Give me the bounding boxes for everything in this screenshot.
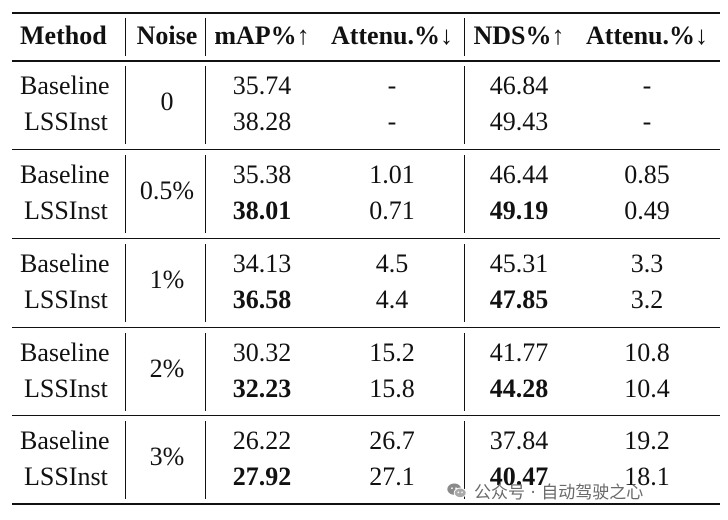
wechat-icon: [447, 482, 467, 498]
nds-value: 37.84: [489, 426, 549, 455]
group-rule: [12, 60, 720, 62]
nds-value: 49.43: [489, 107, 549, 136]
header-divider-2: [205, 18, 206, 56]
nds-value: 44.28: [489, 374, 549, 403]
map-value: 35.38: [232, 160, 292, 189]
method-name: LSSInst: [24, 196, 108, 225]
map-value: 32.23: [232, 374, 292, 403]
attenu-nds-value: 10.4: [624, 374, 670, 403]
attenu-nds-value: 0.85: [624, 160, 670, 189]
group-rule: [12, 327, 720, 328]
column-divider-3: [464, 421, 465, 499]
header-attenu-map: Attenu.%↓: [330, 21, 454, 50]
group-rule: [12, 149, 720, 150]
attenu-map-value: 15.8: [369, 374, 415, 403]
column-divider-2: [205, 244, 206, 322]
column-divider-1: [125, 333, 126, 411]
attenu-map-value: 4.5: [375, 249, 409, 278]
attenu-map-value: 4.4: [375, 285, 409, 314]
watermark-text: 公众号 · 自动驾驶之心: [474, 483, 644, 503]
group-rule: [12, 415, 720, 416]
column-divider-1: [125, 66, 126, 144]
header-divider-3: [464, 18, 465, 56]
attenu-nds-value: -: [642, 71, 652, 100]
method-name: Baseline: [20, 160, 110, 189]
attenu-map-value: 1.01: [369, 160, 415, 189]
nds-value: 46.44: [489, 160, 549, 189]
attenu-map-value: 26.7: [369, 426, 415, 455]
map-value: 35.74: [232, 71, 292, 100]
method-name: LSSInst: [24, 374, 108, 403]
attenu-map-value: 0.71: [369, 196, 415, 225]
attenu-map-value: -: [387, 107, 397, 136]
map-value: 36.58: [232, 285, 292, 314]
method-name: Baseline: [20, 338, 110, 367]
attenu-nds-value: 3.3: [630, 249, 664, 278]
watermark: 公众号 · 自动驾驶之心: [446, 478, 643, 503]
map-value: 27.92: [232, 462, 292, 491]
header-method: Method: [20, 21, 107, 50]
attenu-map-value: -: [387, 71, 397, 100]
column-divider-3: [464, 155, 465, 233]
column-divider-3: [464, 244, 465, 322]
noise-level: 2%: [149, 354, 185, 383]
noise-level: 0: [160, 87, 174, 116]
bottom-rule: [12, 503, 720, 505]
column-divider-3: [464, 66, 465, 144]
map-value: 38.01: [232, 196, 292, 225]
attenu-nds-value: 18.1: [624, 462, 670, 491]
nds-value: 46.84: [489, 71, 549, 100]
nds-value: 49.19: [489, 196, 549, 225]
attenu-nds-value: 19.2: [624, 426, 670, 455]
method-name: LSSInst: [24, 285, 108, 314]
map-value: 30.32: [232, 338, 292, 367]
noise-level: 1%: [149, 265, 185, 294]
noise-level: 0.5%: [139, 176, 195, 205]
attenu-nds-value: 3.2: [630, 285, 664, 314]
attenu-map-value: 27.1: [369, 462, 415, 491]
method-name: LSSInst: [24, 462, 108, 491]
method-name: LSSInst: [24, 107, 108, 136]
column-divider-1: [125, 421, 126, 499]
header-attenu-nds: Attenu.%↓: [585, 21, 709, 50]
attenu-nds-value: -: [642, 107, 652, 136]
header-noise: Noise: [136, 21, 198, 50]
method-name: Baseline: [20, 249, 110, 278]
attenu-map-value: 15.2: [369, 338, 415, 367]
noise-level: 3%: [149, 442, 185, 471]
map-value: 26.22: [232, 426, 292, 455]
column-divider-2: [205, 155, 206, 233]
nds-value: 40.47: [489, 462, 549, 491]
column-divider-1: [125, 244, 126, 322]
group-rule: [12, 238, 720, 239]
column-divider-3: [464, 333, 465, 411]
top-rule: [12, 12, 720, 14]
map-value: 38.28: [232, 107, 292, 136]
header-nds: NDS%↑: [473, 21, 565, 50]
column-divider-2: [205, 66, 206, 144]
nds-value: 41.77: [489, 338, 549, 367]
nds-value: 47.85: [489, 285, 549, 314]
nds-value: 45.31: [489, 249, 549, 278]
method-name: Baseline: [20, 71, 110, 100]
column-divider-1: [125, 155, 126, 233]
header-divider-1: [125, 18, 126, 56]
column-divider-2: [205, 333, 206, 411]
attenu-nds-value: 0.49: [624, 196, 670, 225]
column-divider-2: [205, 421, 206, 499]
attenu-nds-value: 10.8: [624, 338, 670, 367]
header-map: mAP%↑: [214, 21, 310, 50]
method-name: Baseline: [20, 426, 110, 455]
map-value: 34.13: [232, 249, 292, 278]
